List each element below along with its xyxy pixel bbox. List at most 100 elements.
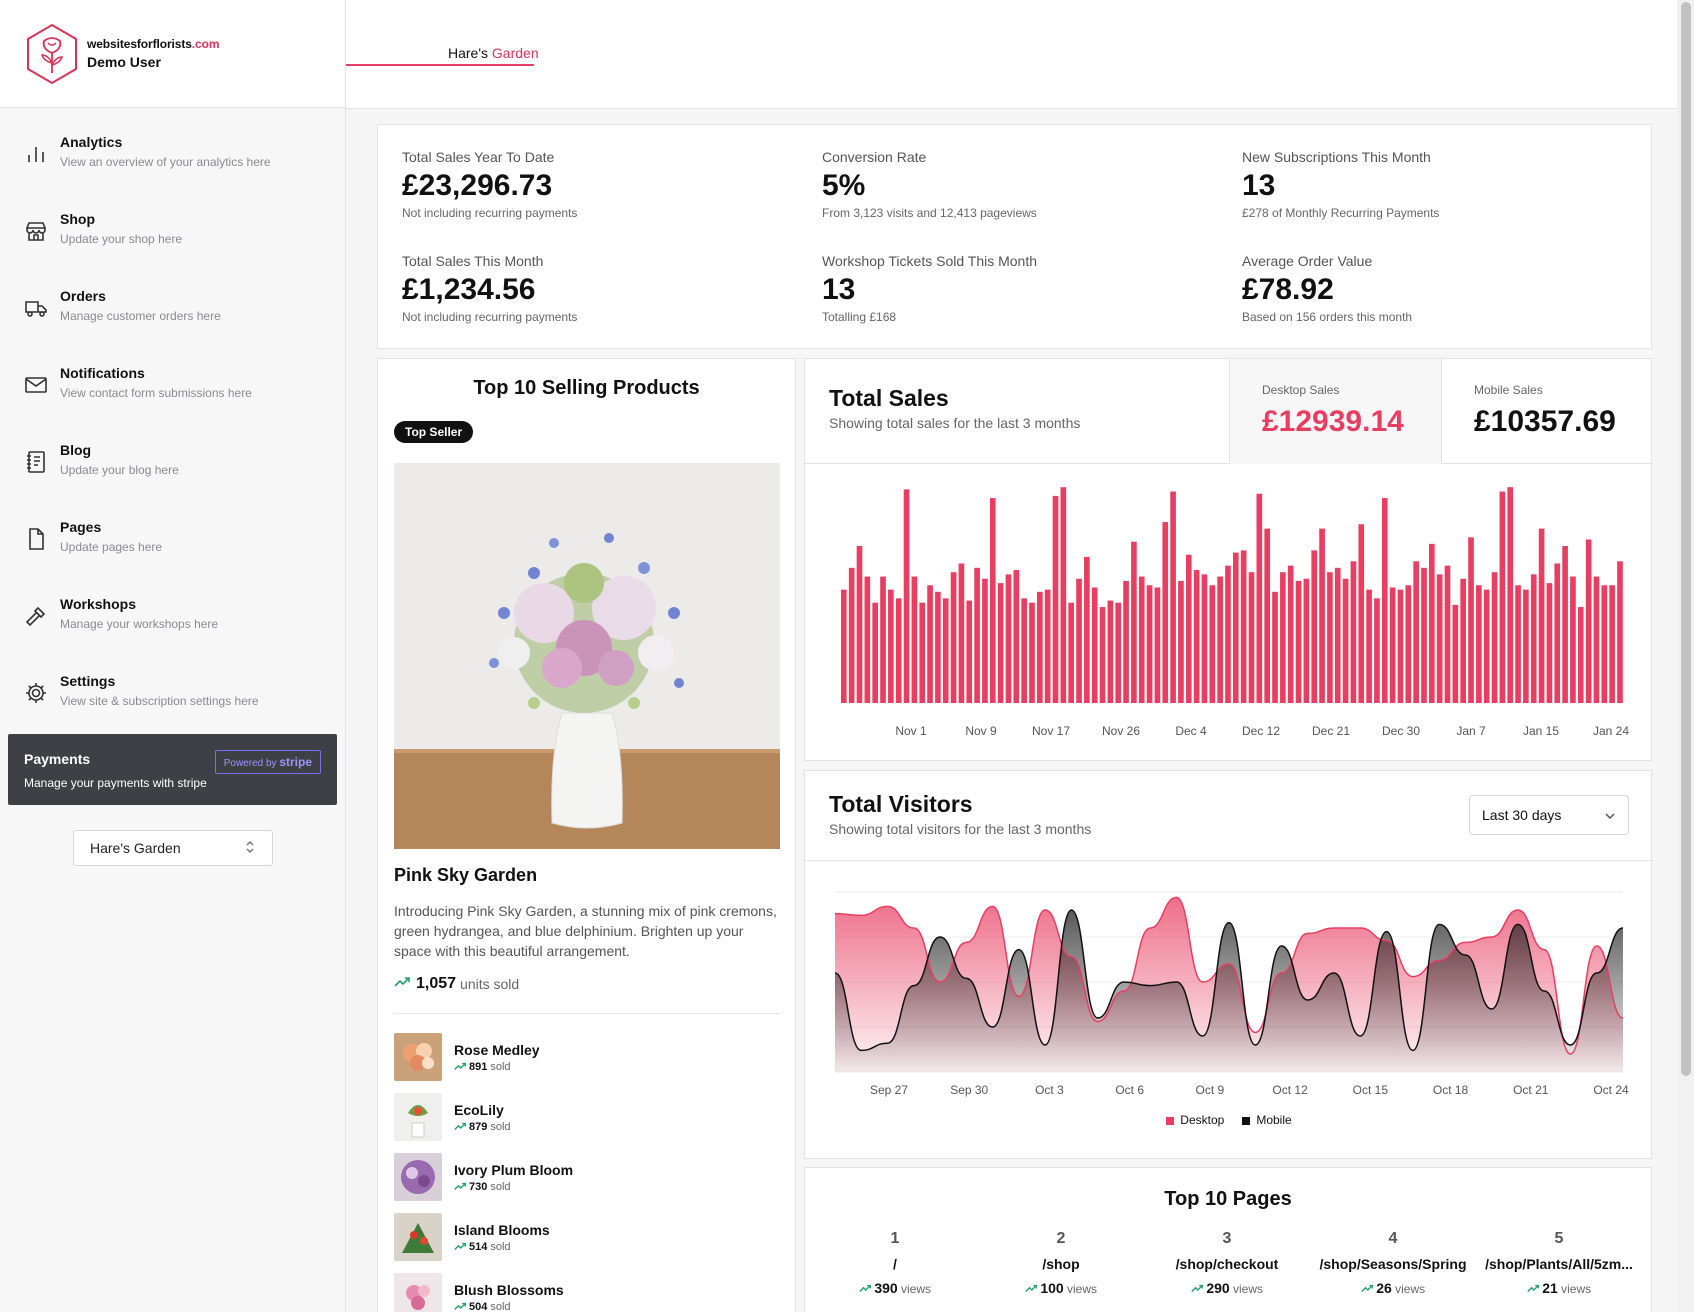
sales-bar[interactable] [1005,574,1012,703]
sales-bar[interactable] [1444,565,1451,703]
sales-bar[interactable] [1162,522,1169,703]
sales-bar[interactable] [1146,585,1153,703]
sales-bar[interactable] [1342,578,1349,703]
sales-bar[interactable] [1185,554,1192,703]
sales-bar[interactable] [1178,580,1184,703]
sales-bar[interactable] [1374,598,1380,703]
sales-bar[interactable] [950,572,957,703]
sales-bar[interactable] [1303,578,1310,703]
sales-bar[interactable] [872,602,879,703]
sidebar-item-shop[interactable]: Shop Update your shop here [24,211,182,246]
sales-bar[interactable] [1476,585,1482,703]
sales-bar[interactable] [1013,570,1020,703]
sales-bar[interactable] [911,576,918,703]
sales-bar[interactable] [1107,600,1114,703]
sales-bar[interactable] [1585,539,1592,704]
sales-bar[interactable] [1225,565,1231,703]
sales-bar[interactable] [1037,591,1043,703]
sales-bar[interactable] [1021,598,1027,703]
sales-bar[interactable] [1554,563,1561,703]
store-select[interactable]: Hare's Garden [73,830,273,866]
date-range-select[interactable]: Last 30 days [1469,795,1629,835]
sales-bar[interactable] [935,591,941,703]
sales-bar[interactable] [958,563,965,703]
sales-bar[interactable] [1280,572,1286,703]
sales-bar[interactable] [1209,585,1216,703]
top-page-item[interactable]: 4 /shop/Seasons/Spring 26 views [1313,1230,1473,1296]
featured-product-image[interactable] [394,463,780,849]
sales-bar[interactable] [974,567,980,703]
sales-bar[interactable] [1358,524,1365,703]
payments-panel[interactable]: Payments Manage your payments with strip… [8,734,337,805]
sales-bar[interactable] [1530,574,1537,703]
sales-bar[interactable] [1311,550,1318,703]
sales-bar[interactable] [1068,602,1075,703]
sales-bar[interactable] [966,600,973,703]
sales-bar[interactable] [1256,493,1263,703]
sidebar-item-analytics[interactable]: Analytics View an overview of your analyt… [24,134,271,169]
sales-bar[interactable] [1138,576,1145,703]
sales-bar[interactable] [1193,570,1200,703]
sales-bar[interactable] [841,589,847,703]
product-list-item[interactable]: Rose Medley 891 sold [394,1033,540,1081]
sales-bar[interactable] [1350,561,1357,703]
sales-bar[interactable] [1491,572,1498,703]
sales-bar[interactable] [1123,580,1129,703]
top-page-item[interactable]: 2 /shop 100 views [981,1230,1141,1296]
sidebar-item-orders[interactable]: Orders Manage customer orders here [24,288,221,323]
sales-bar[interactable] [1538,528,1545,703]
powered-by-stripe-badge[interactable]: Powered by stripe [214,750,321,774]
sales-bar[interactable] [1264,528,1271,703]
sales-bar[interactable] [982,578,988,703]
sales-bar[interactable] [903,489,910,703]
sales-bar[interactable] [1405,585,1412,703]
sales-bar[interactable] [1515,585,1521,703]
sales-bar[interactable] [919,602,926,703]
sales-bar[interactable] [1460,578,1467,703]
sidebar-item-notifications[interactable]: Notifications View contact form submissio… [24,365,252,400]
sales-bar[interactable] [1381,498,1388,703]
sales-bar[interactable] [1334,567,1341,703]
sales-bar[interactable] [1154,587,1161,703]
sales-bar[interactable] [1593,576,1600,703]
sales-bar[interactable] [1609,585,1615,703]
sales-bar[interactable] [1319,528,1325,703]
sidebar-item-settings[interactable]: Settings View site & subscription setting… [24,673,259,708]
sales-bar[interactable] [1295,580,1302,703]
sales-bar[interactable] [1429,543,1435,703]
sales-bar[interactable] [1389,587,1396,703]
sales-bar[interactable] [1397,589,1404,703]
sales-bar[interactable] [1452,604,1459,703]
sales-bar[interactable] [1272,591,1278,703]
sales-bar[interactable] [1217,576,1223,703]
sales-bar[interactable] [927,585,933,703]
product-list-item[interactable]: EcoLily 879 sold [394,1093,511,1141]
sales-bar[interactable] [1327,572,1333,703]
sales-bar[interactable] [1287,565,1294,703]
sales-bar[interactable] [1617,561,1623,703]
sales-bar[interactable] [989,498,996,703]
sales-bar[interactable] [1044,589,1051,703]
sales-bar[interactable] [888,589,894,703]
mobile-sales-box[interactable]: Mobile Sales £10357.69 [1441,359,1653,464]
sales-bar[interactable] [1577,607,1584,703]
sales-bar[interactable] [1052,495,1059,703]
sales-bar[interactable] [1436,574,1443,703]
sales-bar[interactable] [1201,574,1208,703]
product-list-item[interactable]: Ivory Plum Bloom 730 sold [394,1153,573,1201]
sales-bar[interactable] [1076,578,1082,703]
sales-bar[interactable] [856,546,863,703]
product-list-item[interactable]: Island Blooms 514 sold [394,1213,550,1261]
sales-bar[interactable] [895,598,902,703]
sidebar-item-blog[interactable]: Blog Update your blog here [24,442,179,477]
sales-bar[interactable] [942,598,949,703]
top-page-item[interactable]: 5 /shop/Plants/All/5zm... 21 views [1479,1230,1639,1296]
product-list-item[interactable]: Blush Blossoms 504 sold [394,1273,564,1312]
sales-bar[interactable] [864,576,871,703]
sales-bar[interactable] [1170,491,1176,703]
sales-bar[interactable] [997,583,1004,703]
sales-bar[interactable] [1507,487,1514,703]
sales-bar[interactable] [1099,607,1106,703]
sales-bar[interactable] [1131,541,1137,703]
top-page-item[interactable]: 3 /shop/checkout 290 views [1147,1230,1307,1296]
